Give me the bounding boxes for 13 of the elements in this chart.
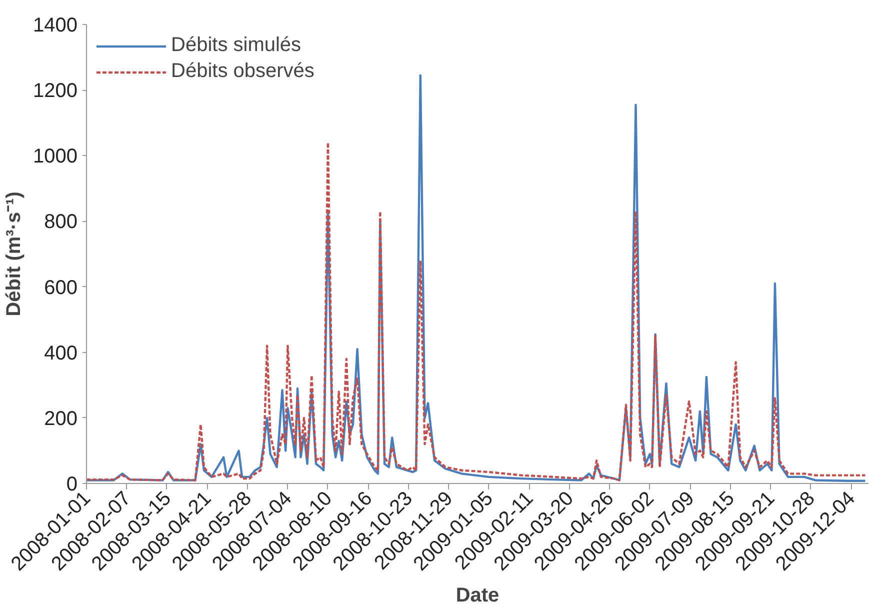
y-tick-label: 600 <box>44 276 78 299</box>
legend-label: Débits observés <box>171 60 314 83</box>
line-series <box>86 141 866 482</box>
y-axis-title: Débit (m³·s⁻¹) <box>3 192 26 316</box>
y-tick-label: 0 <box>66 474 78 496</box>
y-tick-label: 1000 <box>33 146 78 168</box>
y-tick-label: 200 <box>44 408 78 430</box>
x-axis-title: Date <box>456 584 500 607</box>
legend-label: Débits simulés <box>171 34 302 57</box>
y-tick-label: 400 <box>44 342 78 364</box>
y-tick-label: 1400 <box>33 14 78 36</box>
y-tick-label: 800 <box>44 211 78 234</box>
y-tick-label: 1200 <box>33 80 78 102</box>
